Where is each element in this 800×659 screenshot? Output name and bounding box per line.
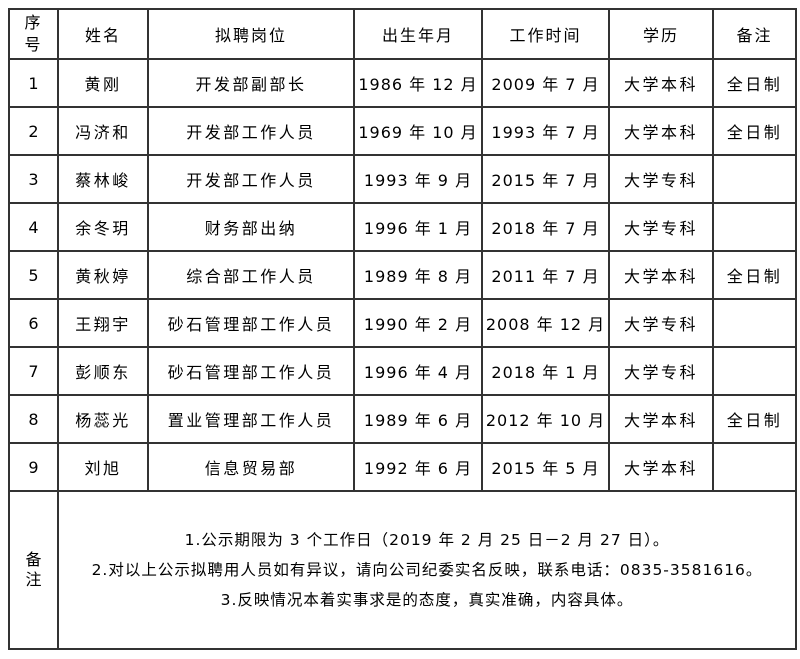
cell-education: 大学专科 — [608, 298, 714, 348]
cell-remark — [712, 202, 797, 252]
cell-no: 5 — [8, 250, 59, 300]
cell-name: 杨蕊光 — [57, 394, 149, 444]
cell-position: 综合部工作人员 — [147, 250, 355, 300]
table-row: 3 蔡林峻 开发部工作人员 1993 年 9 月 2015 年 7 月大学专科 — [8, 154, 797, 204]
cell-birth: 1996 年 1 月 — [353, 202, 483, 252]
cell-remark: 全日制 — [712, 58, 797, 108]
cell-education: 大学本科 — [608, 394, 714, 444]
column-header-remark: 备注 — [712, 8, 797, 60]
cell-name: 黄刚 — [57, 58, 149, 108]
cell-start: 2011 年 7 月 — [481, 250, 610, 300]
remark-note: 2.对以上公示拟聘用人员如有异议，请向公司纪委实名反映，联系电话：0835-35… — [91, 561, 763, 579]
cell-remark — [712, 298, 797, 348]
cell-position: 财务部出纳 — [147, 202, 355, 252]
cell-birth: 1989 年 8 月 — [353, 250, 483, 300]
cell-no: 9 — [8, 442, 59, 492]
table-footer: 备 注 1.公示期限为 3 个工作日（2019 年 2 月 25 日－2 月 2… — [8, 490, 797, 650]
cell-no: 2 — [8, 106, 59, 156]
cell-no: 1 — [8, 58, 59, 108]
cell-position: 开发部副部长 — [147, 58, 355, 108]
cell-birth: 1969 年 10 月 — [353, 106, 483, 156]
column-header-education: 学历 — [608, 8, 714, 60]
remarks-label: 备 注 — [8, 490, 59, 650]
table-row: 4 余冬玥 财务部出纳 1996 年 1 月 2018 年 7 月大学专科 — [8, 202, 797, 252]
cell-birth: 1993 年 9 月 — [353, 154, 483, 204]
cell-position: 开发部工作人员 — [147, 154, 355, 204]
cell-education: 大学专科 — [608, 202, 714, 252]
cell-position: 开发部工作人员 — [147, 106, 355, 156]
table-row: 9 刘旭 信息贸易部 1992 年 6 月 2015 年 5 月大学本科 — [8, 442, 797, 492]
table-row: 7 彭顺东 砂石管理部工作人员 1996 年 4 月 2018 年 1 月大学专科 — [8, 346, 797, 396]
cell-start: 2008 年 12 月 — [481, 298, 610, 348]
remark-note: 1.公示期限为 3 个工作日（2019 年 2 月 25 日－2 月 27 日）… — [184, 531, 670, 549]
cell-start: 2012 年 10 月 — [481, 394, 610, 444]
cell-remark: 全日制 — [712, 106, 797, 156]
cell-birth: 1996 年 4 月 — [353, 346, 483, 396]
cell-birth: 1990 年 2 月 — [353, 298, 483, 348]
cell-name: 彭顺东 — [57, 346, 149, 396]
cell-remark — [712, 154, 797, 204]
column-header-no: 序 号 — [8, 8, 59, 60]
cell-position: 信息贸易部 — [147, 442, 355, 492]
cell-education: 大学本科 — [608, 442, 714, 492]
cell-position: 砂石管理部工作人员 — [147, 298, 355, 348]
cell-name: 刘旭 — [57, 442, 149, 492]
cell-start: 2015 年 7 月 — [481, 154, 610, 204]
header-row: 序 号姓名 拟聘岗位 出生年月 工作时间 学历 备注 — [8, 8, 797, 60]
cell-name: 黄秋婷 — [57, 250, 149, 300]
table-header: 序 号姓名 拟聘岗位 出生年月 工作时间 学历 备注 — [8, 8, 797, 60]
remark-note: 3.反映情况本着实事求是的态度，真实准确，内容具体。 — [220, 591, 634, 609]
cell-name: 余冬玥 — [57, 202, 149, 252]
cell-education: 大学本科 — [608, 58, 714, 108]
table-row: 2 冯济和 开发部工作人员 1969 年 10 月 1993 年 7 月大学本科 全日制 — [8, 106, 797, 156]
remarks-row: 备 注 1.公示期限为 3 个工作日（2019 年 2 月 25 日－2 月 2… — [8, 490, 797, 650]
cell-education: 大学专科 — [608, 346, 714, 396]
cell-no: 7 — [8, 346, 59, 396]
table-row: 8 杨蕊光 置业管理部工作人员 1989 年 6 月 2012 年 10 月大学本科 全日… — [8, 394, 797, 444]
column-header-birth: 出生年月 — [353, 8, 483, 60]
cell-no: 3 — [8, 154, 59, 204]
cell-name: 蔡林峻 — [57, 154, 149, 204]
cell-start: 2015 年 5 月 — [481, 442, 610, 492]
cell-start: 2018 年 1 月 — [481, 346, 610, 396]
table-row: 6 王翔宇 砂石管理部工作人员 1990 年 2 月 2008 年 12 月大学专科 — [8, 298, 797, 348]
cell-remark: 全日制 — [712, 250, 797, 300]
cell-start: 1993 年 7 月 — [481, 106, 610, 156]
column-header-start: 工作时间 — [481, 8, 610, 60]
cell-no: 8 — [8, 394, 59, 444]
cell-birth: 1986 年 12 月 — [353, 58, 483, 108]
remarks-notes: 1.公示期限为 3 个工作日（2019 年 2 月 25 日－2 月 27 日）… — [57, 490, 797, 650]
cell-start: 2009 年 7 月 — [481, 58, 610, 108]
cell-education: 大学专科 — [608, 154, 714, 204]
table-row: 1 黄刚 开发部副部长 1986 年 12 月 2009 年 7 月大学本科 全日制 — [8, 58, 797, 108]
column-header-name: 姓名 — [57, 8, 149, 60]
table-row: 5 黄秋婷 综合部工作人员 1989 年 8 月 2011 年 7 月大学本科 全日制 — [8, 250, 797, 300]
cell-remark — [712, 442, 797, 492]
cell-no: 4 — [8, 202, 59, 252]
cell-start: 2018 年 7 月 — [481, 202, 610, 252]
cell-birth: 1989 年 6 月 — [353, 394, 483, 444]
cell-education: 大学本科 — [608, 250, 714, 300]
cell-name: 王翔宇 — [57, 298, 149, 348]
table-body: 1 黄刚 开发部副部长 1986 年 12 月 2009 年 7 月大学本科 全日制 2 冯济… — [8, 58, 797, 492]
cell-position: 置业管理部工作人员 — [147, 394, 355, 444]
cell-remark — [712, 346, 797, 396]
recruitment-publicity-table: 序 号姓名 拟聘岗位 出生年月 工作时间 学历 备注 1 黄刚 开发部副部长 1986 年 12… — [8, 8, 797, 650]
cell-name: 冯济和 — [57, 106, 149, 156]
cell-birth: 1992 年 6 月 — [353, 442, 483, 492]
cell-education: 大学本科 — [608, 106, 714, 156]
cell-remark: 全日制 — [712, 394, 797, 444]
column-header-position: 拟聘岗位 — [147, 8, 355, 60]
cell-no: 6 — [8, 298, 59, 348]
cell-position: 砂石管理部工作人员 — [147, 346, 355, 396]
